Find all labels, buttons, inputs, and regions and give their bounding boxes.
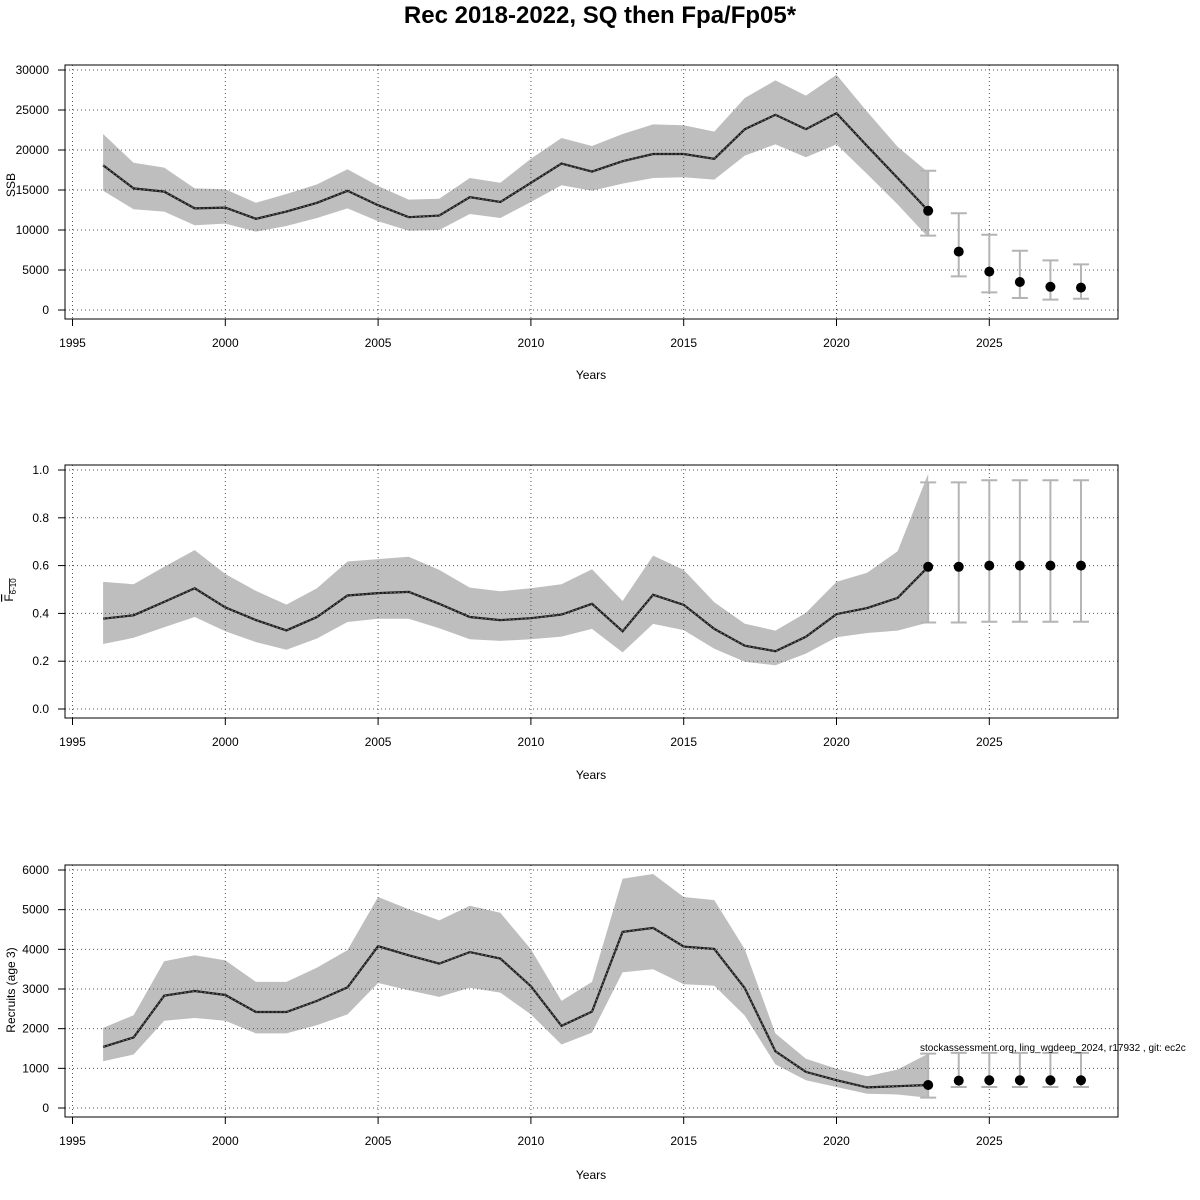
recruits-forecast-point — [1014, 1075, 1025, 1086]
recruits-forecast-point — [953, 1075, 964, 1086]
ssb-y-tick-label: 15000 — [16, 183, 50, 197]
fbar-plot-frame — [64, 464, 1119, 719]
ssb-x-tick-label: 2000 — [212, 336, 239, 350]
fbar-y-tick-label: 0.0 — [32, 702, 49, 716]
recruits-y-tick-label: 6000 — [22, 863, 49, 877]
recruits-x-tick-label: 2010 — [518, 1134, 545, 1148]
ssb-forecast-point — [1014, 277, 1025, 287]
recruits-x-tick-label: 2000 — [212, 1134, 239, 1148]
recruits-forecast-point — [984, 1075, 995, 1086]
fbar-y-axis-label-subscript: 6-10 — [9, 578, 18, 595]
recruits-y-tick-label: 1000 — [22, 1061, 49, 1075]
recruits-forecast-point — [1045, 1075, 1056, 1086]
ssb-forecast-point — [1045, 281, 1056, 292]
recruits-y-tick-label: 2000 — [22, 1022, 49, 1036]
ssb-x-tick-label: 2015 — [670, 336, 697, 350]
fbar-forecast-point — [923, 561, 934, 572]
ssb-plot-frame — [64, 64, 1119, 320]
fbar-x-tick-label: 2025 — [976, 735, 1003, 749]
recruits-x-tick-label: 2015 — [670, 1134, 697, 1148]
ssb-y-tick-label: 10000 — [16, 223, 50, 237]
fbar-x-tick-label: 2010 — [518, 735, 545, 749]
ssb-forecast-point — [984, 266, 995, 277]
ssb-forecast-point — [953, 246, 964, 257]
recruits-panel: 1995 2000 2005 2010 2015 2020 2025 Years 0 1000 20… — [4, 863, 1119, 1182]
recruits-x-axis-label: Years — [576, 1168, 606, 1182]
ssb-x-tick-label: 1995 — [59, 336, 86, 350]
footnote-stamp: stockassessment.org, ling_wgdeep_2024, r… — [920, 1043, 1186, 1054]
ssb-x-tick-label: 2025 — [976, 336, 1003, 350]
fbar-y-tick-label: 1.0 — [32, 463, 49, 477]
ssb-forecast-point — [923, 205, 934, 216]
fbar-y-tick-label: 0.4 — [32, 606, 49, 620]
fbar-x-tick-label: 2000 — [212, 735, 239, 749]
ssb-estimate-line-dash — [102, 112, 929, 220]
ssb-x-tick-label: 2010 — [518, 336, 545, 350]
ssb-y-tick-label: 5000 — [22, 263, 49, 277]
ssb-y-tick-label: 0 — [42, 303, 49, 317]
ssb-x-axis-label: Years — [576, 368, 606, 382]
recruits-x-tick-label: 1995 — [59, 1134, 86, 1148]
fbar-x-tick-label: 1995 — [59, 735, 86, 749]
fbar-x-tick-label: 2015 — [670, 735, 697, 749]
recruits-y-tick-label: 3000 — [22, 982, 49, 996]
recruits-forecast-point — [923, 1079, 934, 1090]
recruits-y-tick-label: 5000 — [22, 903, 49, 917]
fbar-panel: 1995 2000 2005 2010 2015 2020 2025 Years 0.0 0.2 0… — [2, 463, 1119, 782]
recruits-confidence-band — [103, 874, 929, 1098]
fbar-estimate-line-dash — [103, 566, 929, 652]
recruits-x-tick-label: 2005 — [365, 1134, 392, 1148]
ssb-y-tick-label: 30000 — [16, 63, 50, 77]
fbar-y-axis-label: F6-10 — [2, 578, 18, 602]
recruits-forecast-point — [1075, 1075, 1086, 1086]
fbar-y-tick-label: 0.6 — [32, 559, 49, 573]
ssb-panel: 1995 2000 2005 2010 2015 2020 2025 Years 0 5000 10… — [4, 63, 1119, 382]
recruits-estimate-line-dash — [102, 927, 929, 1088]
recruits-y-tick-label: 4000 — [22, 942, 49, 956]
fbar-x-tick-label: 2020 — [823, 735, 850, 749]
fbar-x-tick-label: 2005 — [365, 735, 392, 749]
ssb-x-tick-label: 2020 — [823, 336, 850, 350]
ssb-forecast-point — [1075, 282, 1086, 293]
recruits-y-tick-label: 0 — [42, 1101, 49, 1115]
recruits-plot-frame — [64, 864, 1119, 1118]
ssb-y-tick-label: 20000 — [16, 143, 50, 157]
recruits-y-axis-label: Recruits (age 3) — [4, 947, 18, 1032]
fbar-forecast-point — [1075, 560, 1086, 571]
fbar-y-tick-label: 0.8 — [32, 511, 49, 525]
recruits-x-tick-label: 2025 — [976, 1134, 1003, 1148]
fbar-y-tick-label: 0.2 — [32, 654, 49, 668]
chart-title: Rec 2018-2022, SQ then Fpa/Fp05* — [403, 2, 797, 29]
ssb-confidence-band — [103, 74, 929, 238]
fbar-forecast-point — [984, 560, 995, 571]
ssb-y-tick-label: 25000 — [16, 103, 50, 117]
recruits-x-tick-label: 2020 — [823, 1134, 850, 1148]
fbar-confidence-band — [103, 473, 929, 666]
fbar-forecast-point — [1014, 560, 1025, 571]
fbar-forecast-point — [953, 561, 964, 572]
fbar-forecast-point — [1045, 560, 1056, 571]
ssb-y-axis-label: SSB — [4, 173, 18, 197]
fbar-x-axis-label: Years — [576, 768, 606, 782]
ssb-x-tick-label: 2005 — [365, 336, 392, 350]
